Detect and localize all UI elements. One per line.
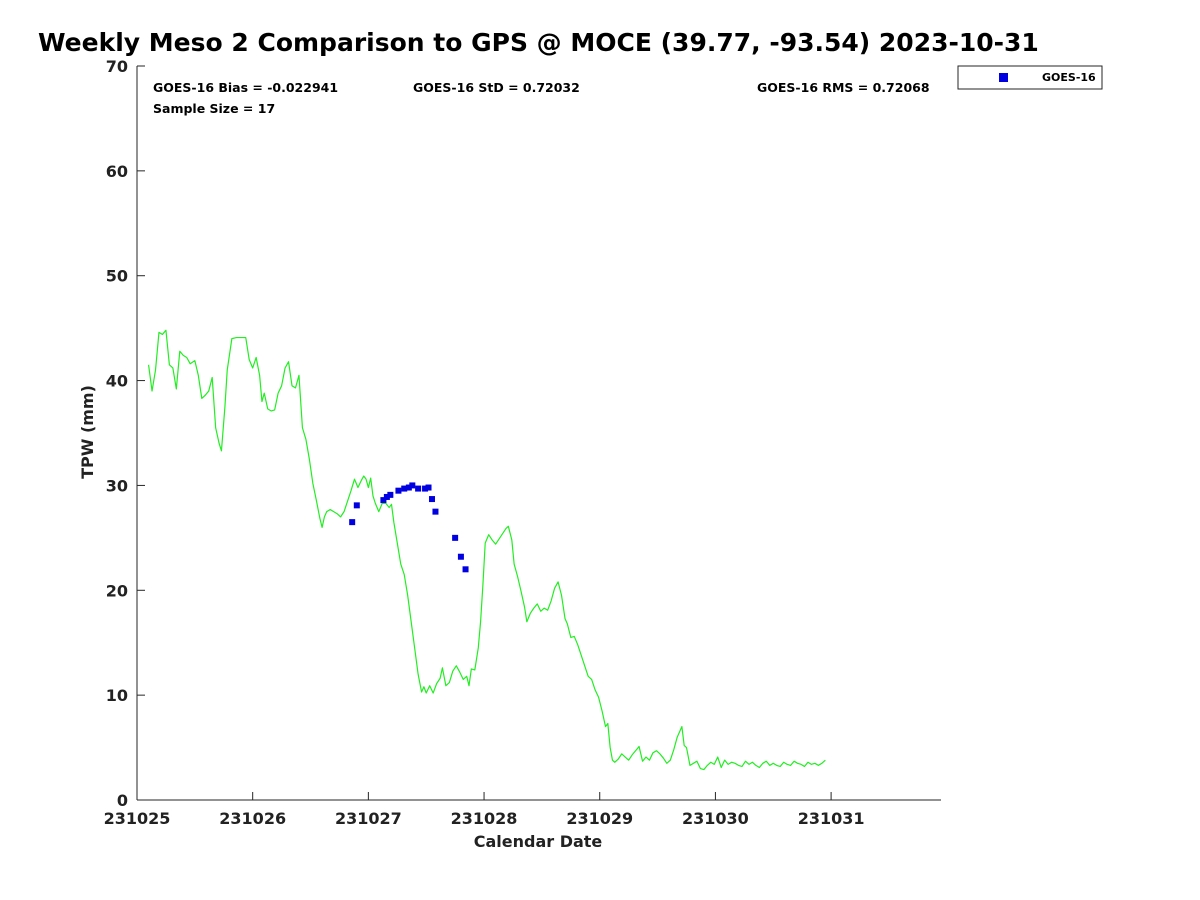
- x-tick-label: 231030: [682, 809, 749, 828]
- goes16-point: [422, 485, 429, 492]
- plot-frame: [137, 66, 941, 800]
- y-tick-label: 40: [106, 372, 128, 391]
- goes16-point: [462, 566, 469, 573]
- gps-tpw-line: [147, 329, 826, 771]
- goes16-point: [452, 534, 459, 541]
- goes16-point: [405, 484, 412, 491]
- legend-label: GOES-16: [1042, 71, 1096, 84]
- goes16-point: [425, 484, 432, 491]
- y-tick-label: 10: [106, 686, 128, 705]
- legend-marker: [999, 73, 1008, 82]
- goes16-point: [432, 508, 439, 515]
- y-tick-label: 70: [106, 57, 128, 76]
- goes16-point: [380, 497, 387, 504]
- x-tick-label: 231027: [335, 809, 402, 828]
- std-stat: GOES-16 StD = 0.72032: [413, 80, 580, 95]
- goes16-point: [428, 496, 435, 503]
- legend: GOES-16: [957, 65, 1103, 90]
- y-tick-label: 0: [117, 791, 128, 810]
- y-tick-label: 20: [106, 581, 128, 600]
- y-axis-label: TPW (mm): [78, 385, 97, 479]
- goes16-point: [353, 502, 360, 509]
- goes16-point: [383, 493, 390, 500]
- goes16-point: [457, 553, 464, 560]
- goes16-point: [395, 487, 402, 494]
- plot-area: [147, 329, 826, 771]
- chart-title: Weekly Meso 2 Comparison to GPS @ MOCE (…: [38, 28, 1039, 57]
- y-tick-label: 50: [106, 267, 128, 286]
- goes16-point: [401, 485, 408, 492]
- rms-stat: GOES-16 RMS = 0.72068: [757, 80, 930, 95]
- y-tick-label: 60: [106, 162, 128, 181]
- sample-size-stat: Sample Size = 17: [153, 101, 276, 116]
- x-tick-label: 231025: [104, 809, 171, 828]
- x-axis-label: Calendar Date: [474, 832, 603, 851]
- axes: 0 10 20 30 40 50 60 70 231025 231026 231027 231028 2…: [104, 57, 941, 828]
- goes16-point: [415, 485, 422, 492]
- x-tick-label: 231026: [219, 809, 286, 828]
- goes16-point: [387, 491, 394, 498]
- legend-box: [957, 65, 1103, 90]
- x-tick-label: 231029: [566, 809, 633, 828]
- bias-stat: GOES-16 Bias = -0.022941: [153, 80, 339, 95]
- y-tick-label: 30: [106, 476, 128, 495]
- x-tick-label: 231031: [798, 809, 865, 828]
- goes16-point: [409, 482, 416, 489]
- goes16-point: [349, 519, 356, 526]
- x-tick-label: 231028: [451, 809, 518, 828]
